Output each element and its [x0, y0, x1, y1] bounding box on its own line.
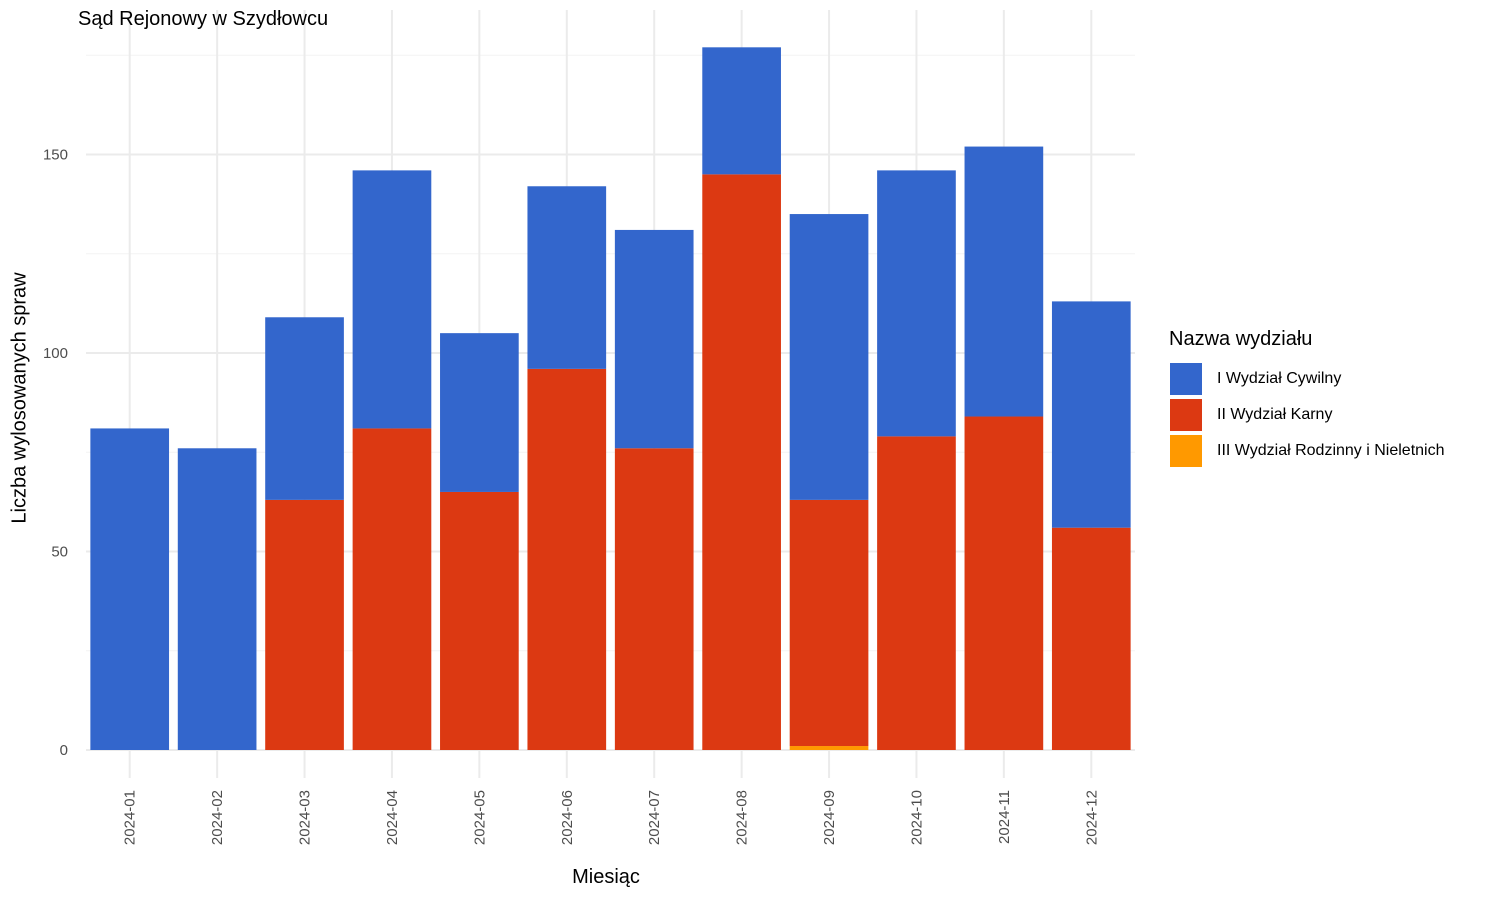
chart-title: Sąd Rejonowy w Szydłowcu [78, 8, 329, 30]
legend-label-cywilny: I Wydział Cywilny [1217, 370, 1342, 387]
bar-segment [1051, 527, 1131, 750]
legend-item-rodzinny: III Wydział Rodzinny i Nieletnich [1169, 433, 1445, 469]
legend-swatch-rodzinny [1169, 434, 1203, 468]
x-tick-label: 2024-04 [384, 790, 401, 845]
y-tick-label: 150 [43, 147, 68, 164]
bar-segment [789, 499, 869, 747]
bar-segment [789, 214, 869, 500]
x-tick-label: 2024-09 [821, 790, 838, 845]
legend: Nazwa wydziału I Wydział Cywilny II Wydz… [1169, 328, 1445, 469]
x-tick-label: 2024-01 [122, 790, 139, 845]
bar-segment [614, 448, 694, 750]
x-tick-labels: 2024-01 2024-02 2024-03 2024-04 2024-05 2024-… [122, 790, 1101, 845]
legend-item-cywilny: I Wydział Cywilny [1169, 361, 1445, 397]
x-tick-label: 2024-07 [646, 790, 663, 845]
bar-segment [1051, 301, 1131, 528]
bar-segment [702, 174, 781, 751]
x-tick-label: 2024-02 [209, 790, 226, 845]
bars [90, 47, 1131, 751]
bar-segment [90, 428, 170, 750]
x-tick-label: 2024-05 [471, 790, 488, 845]
bar-segment [352, 428, 432, 750]
x-tick-label: 2024-08 [734, 790, 751, 845]
bar-segment [789, 746, 869, 750]
x-tick-label: 2024-03 [297, 790, 314, 845]
bar-segment [527, 368, 607, 750]
y-axis-label-text: Liczba wylosowanych spraw [8, 272, 31, 524]
bar-segment [614, 229, 694, 449]
x-tick-label: 2024-10 [908, 790, 925, 845]
bar-segment [964, 416, 1044, 750]
y-tick-label: 50 [51, 544, 68, 561]
bar-segment [440, 491, 519, 750]
bar-segment [877, 436, 956, 750]
y-tick-label: 100 [43, 345, 68, 362]
legend-item-karny: II Wydział Karny [1169, 397, 1445, 433]
bar-segment [702, 47, 781, 175]
x-tick-label: 2024-12 [1083, 790, 1100, 845]
legend-swatch-karny [1169, 398, 1203, 432]
bar-segment [527, 186, 607, 369]
bar-segment [352, 170, 432, 429]
bar-segment [177, 448, 257, 750]
legend-label-karny: II Wydział Karny [1217, 406, 1333, 423]
bar-segment [964, 146, 1044, 417]
legend-title: Nazwa wydziału [1169, 328, 1313, 350]
x-axis-label-text: Miesiąc [572, 866, 640, 888]
bar-segment [440, 333, 519, 492]
legend-swatch-cywilny [1169, 362, 1203, 396]
x-tick-label: 2024-06 [559, 790, 576, 845]
bar-segment [877, 170, 956, 437]
y-tick-label: 0 [60, 742, 68, 759]
legend-label-rodzinny: III Wydział Rodzinny i Nieletnich [1217, 442, 1445, 459]
y-tick-labels: 0 50 100 150 [43, 147, 68, 760]
x-tick-label: 2024-11 [996, 790, 1013, 844]
bar-segment [265, 499, 344, 750]
bar-segment [265, 317, 344, 500]
